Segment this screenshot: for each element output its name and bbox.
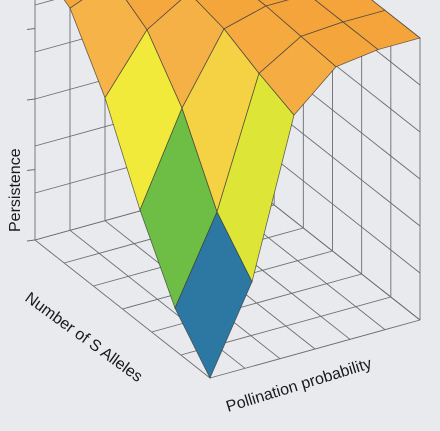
- surface-plot: [63, 0, 421, 379]
- z-axis-tick: [26, 98, 36, 101]
- surface-patch: [174, 210, 253, 379]
- surface-patch: [257, 0, 290, 7]
- surface-patch: [63, 0, 83, 9]
- z-axis-tick: [26, 28, 36, 30]
- y-axis-label: Number of S Alleles: [22, 289, 146, 385]
- x-axis-label: Pollination probability: [224, 355, 374, 415]
- z-axis-tick: [26, 169, 36, 171]
- z-axis-label: Persistence: [7, 148, 24, 232]
- z-axis-tick: [26, 239, 36, 242]
